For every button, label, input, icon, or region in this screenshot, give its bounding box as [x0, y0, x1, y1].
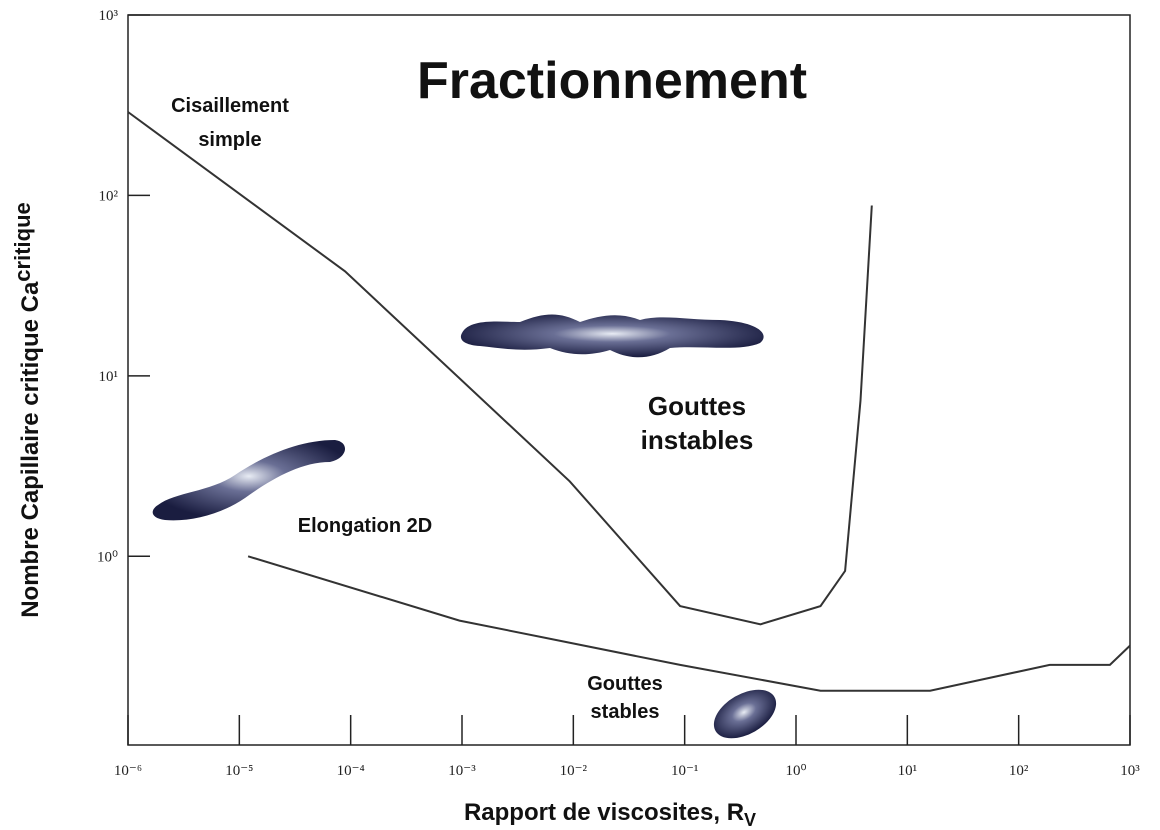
annotation: Cisaillement [171, 95, 289, 117]
annotation: instables [641, 425, 754, 455]
x-axis-label: Rapport de viscosites, RV [464, 799, 756, 830]
annotation: Gouttes [587, 673, 663, 695]
x-tick-label: 10⁻⁴ [337, 763, 365, 779]
drop-elongated [153, 440, 345, 520]
x-label-main: Rapport de viscosites, R [464, 799, 744, 826]
x-label-sub: V [744, 810, 756, 830]
drop-stable [706, 680, 785, 749]
y-tick-label: 10² [99, 188, 119, 204]
y-label-main: Nombre Capillaire critique Ca [17, 281, 44, 618]
chart-title: Fractionnement [417, 52, 807, 110]
plot-frame [128, 15, 1130, 745]
annotation: Gouttes [648, 391, 746, 421]
y-tick-label: 10³ [99, 8, 119, 24]
series-line [128, 112, 872, 624]
y-axis-label: Nombre Capillaire critique Cacritique [10, 202, 44, 618]
drop-unstable [461, 315, 764, 358]
y-label-sub: critique [10, 202, 35, 281]
x-tick-label: 10⁻² [560, 763, 588, 779]
x-tick-label: 10⁻³ [448, 763, 476, 779]
x-tick-label: 10¹ [898, 763, 918, 779]
x-tick-label: 10⁻⁶ [114, 763, 142, 779]
series-line [248, 556, 1130, 690]
x-tick-label: 10⁻¹ [671, 763, 698, 779]
chart: Fractionnement Rapport de viscosites, RV… [0, 0, 1160, 830]
x-tick-label: 10² [1009, 763, 1029, 779]
x-tick-label: 10⁰ [785, 763, 806, 779]
annotation: stables [591, 701, 660, 723]
annotation: Elongation 2D [298, 515, 432, 537]
annotation: simple [198, 129, 261, 151]
x-tick-label: 10³ [1120, 763, 1140, 779]
y-tick-label: 10¹ [99, 369, 119, 385]
x-tick-label: 10⁻⁵ [225, 763, 253, 779]
y-tick-label: 10⁰ [97, 549, 118, 565]
